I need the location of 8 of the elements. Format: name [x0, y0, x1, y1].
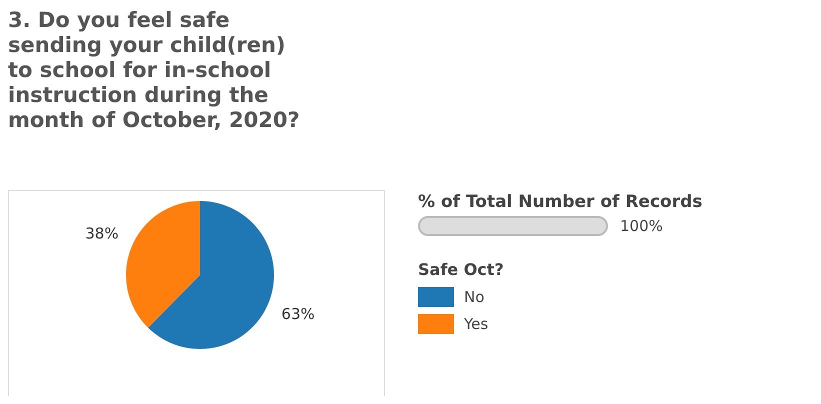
legend-label: No — [464, 288, 484, 306]
text: 100% — [620, 217, 663, 235]
data-label: 63% — [281, 305, 315, 324]
data-label: 38% — [85, 224, 119, 243]
text: % of Total Number of Records — [418, 192, 702, 212]
chart-title: 3. Do you feel safe sending your child(ren) to school for in-school instruction during the month of October, 2020? — [8, 8, 301, 133]
legend-title: Safe Oct? — [418, 260, 504, 279]
legend-label: Yes — [464, 314, 488, 332]
